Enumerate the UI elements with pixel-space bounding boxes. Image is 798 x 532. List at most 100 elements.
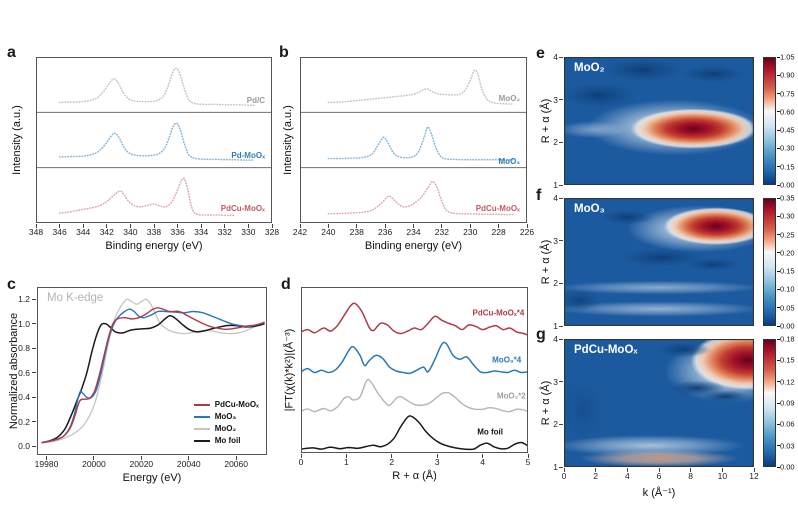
y-tick-label: 2 bbox=[553, 419, 558, 430]
x-tick-mark bbox=[356, 224, 358, 228]
panel-d-x-axis-label: R + α (Å) bbox=[392, 470, 437, 482]
trace-label: Pd/C bbox=[246, 95, 265, 105]
legend-swatch bbox=[193, 439, 210, 442]
colorbar-tick-label: 0.20 bbox=[780, 248, 795, 258]
colorbar-tick-label: 0.15 bbox=[780, 355, 795, 365]
y-tick-mark bbox=[559, 184, 563, 186]
colorbar-tick-mark bbox=[777, 466, 780, 468]
y-tick-label: 4 bbox=[553, 193, 558, 203]
x-tick-mark bbox=[753, 468, 755, 472]
panel-g-y-axis-label: R + α (Å) bbox=[540, 380, 552, 426]
colorbar-tick-label: 0.00 bbox=[780, 462, 795, 472]
colorbar-tick-mark bbox=[777, 325, 780, 327]
x-tick-mark bbox=[498, 224, 500, 228]
colorbar-tick-label: 0.06 bbox=[780, 419, 795, 429]
y-tick-label: 1.2 bbox=[18, 294, 30, 305]
heatmap-moo3: MoO₃ 4 3 2 1 bbox=[553, 193, 754, 331]
panel-a-y-axis-label: Intensity (a.u.) bbox=[11, 105, 23, 175]
legend-label: MoO₂ bbox=[214, 424, 237, 433]
legend-label: Mo foil bbox=[214, 436, 241, 445]
trace-label: Mo foil bbox=[477, 427, 504, 437]
y-tick-mark bbox=[559, 466, 563, 468]
x-tick-label: 232 bbox=[434, 227, 449, 237]
y-tick-label: 1 bbox=[553, 462, 558, 472]
x-tick-mark bbox=[721, 468, 723, 472]
colorbar-pdcu-moox: 0.18 0.15 0.12 0.09 0.06 0.03 0.00 bbox=[763, 335, 795, 472]
colorbar-tick-label: 0.15 bbox=[780, 266, 795, 276]
x-tick-label: 20040 bbox=[176, 459, 201, 469]
colorbar-tick-mark bbox=[777, 234, 780, 236]
x-tick-label: 5 bbox=[525, 457, 531, 467]
legend-label: MoO₃ bbox=[214, 412, 237, 421]
y-tick-label: 3 bbox=[553, 235, 558, 246]
legend-label: PdCu-MoOₓ bbox=[214, 400, 259, 409]
x-tick-mark bbox=[188, 456, 190, 460]
edge-annotation: Mo K-edge bbox=[47, 292, 104, 304]
x-tick-mark bbox=[345, 454, 347, 458]
x-tick-mark bbox=[299, 224, 301, 228]
x-tick-label: 0 bbox=[298, 457, 304, 467]
y-tick-mark bbox=[32, 396, 36, 398]
x-tick-mark bbox=[59, 224, 61, 228]
trace-label: PdCu-MoOₓ bbox=[475, 204, 520, 214]
x-tick-label: 348 bbox=[28, 227, 44, 237]
y-tick-mark bbox=[32, 372, 36, 374]
colorbar-tick-label: 0.03 bbox=[780, 441, 795, 451]
x-tick-label: 6 bbox=[656, 471, 662, 481]
heatmap-moo3-title: MoO₃ bbox=[574, 203, 605, 215]
y-tick-mark bbox=[559, 56, 563, 58]
x-tick-mark bbox=[658, 468, 660, 472]
colorbar-tick-mark bbox=[777, 129, 780, 131]
y-tick-label: 1.0 bbox=[18, 318, 30, 329]
colorbar-tick-label: 0.35 bbox=[780, 193, 795, 203]
x-tick-label: 1 bbox=[344, 457, 349, 467]
x-tick-mark bbox=[391, 454, 393, 458]
y-tick-label: 1 bbox=[553, 180, 558, 190]
y-tick-mark bbox=[559, 141, 563, 143]
panel-b-x-axis-label: Binding energy (eV) bbox=[364, 240, 463, 252]
trace-label: MoO₂ bbox=[498, 93, 520, 103]
panel-a-letter: a bbox=[7, 44, 16, 61]
panel-g-letter: g bbox=[536, 326, 546, 343]
panel-a-x-axis-label: Binding energy (eV) bbox=[105, 240, 203, 252]
y-tick-label: 4 bbox=[553, 334, 558, 344]
panel-g-x-axis-label: k (Å⁻¹) bbox=[642, 487, 676, 499]
legend-item: PdCu-MoOₓ bbox=[193, 400, 259, 409]
trace-label: Pd-MoOₓ bbox=[231, 151, 265, 161]
y-tick-mark bbox=[559, 325, 563, 327]
y-tick-mark bbox=[32, 445, 36, 447]
x-tick-label: 4 bbox=[624, 471, 630, 481]
colorbar-tick-label: 0.60 bbox=[780, 107, 795, 117]
x-tick-label: 226 bbox=[519, 227, 535, 237]
x-tick-mark bbox=[441, 224, 443, 228]
x-tick-mark bbox=[271, 224, 273, 228]
colorbar-tick-mark bbox=[777, 338, 780, 340]
legend-swatch bbox=[193, 427, 210, 430]
y-tick-mark bbox=[559, 282, 563, 284]
x-tick-mark bbox=[235, 456, 237, 460]
panel-e-y-axis-label: R + α (Å) bbox=[540, 98, 552, 144]
trace-label: PdCu-MoOₓ bbox=[220, 204, 265, 214]
colorbar-tick-label: 1.05 bbox=[780, 52, 795, 62]
y-tick-label: 2 bbox=[553, 137, 558, 148]
x-tick-mark bbox=[482, 454, 484, 458]
y-tick-mark bbox=[559, 197, 563, 199]
heatmap-moo2-title: MoO₂ bbox=[574, 62, 605, 74]
x-tick-mark bbox=[106, 224, 108, 228]
y-tick-mark bbox=[32, 323, 36, 325]
colorbar-tick-label: 0.18 bbox=[780, 334, 795, 344]
legend-item: MoO₂ bbox=[193, 424, 259, 433]
x-tick-label: 12 bbox=[749, 471, 759, 481]
colorbar-tick-label: 0.30 bbox=[780, 211, 795, 221]
colorbar-tick-mark bbox=[777, 423, 780, 425]
trace-label: MoO₃ bbox=[498, 156, 520, 166]
heatmap-moo2: MoO₂ 4 3 2 1 bbox=[553, 52, 754, 190]
panel-b-plot: MoO₂ MoO₃ PdCu-MoOₓ 242 240 238 236 234 232 230 22… bbox=[293, 57, 534, 237]
y-tick-label: 0.4 bbox=[18, 392, 30, 403]
x-tick-label: 228 bbox=[491, 227, 506, 237]
x-tick-label: 330 bbox=[241, 227, 256, 237]
x-tick-mark bbox=[436, 454, 438, 458]
colorbar-tick-label: 0.25 bbox=[780, 230, 795, 240]
x-tick-label: 10 bbox=[717, 471, 728, 481]
